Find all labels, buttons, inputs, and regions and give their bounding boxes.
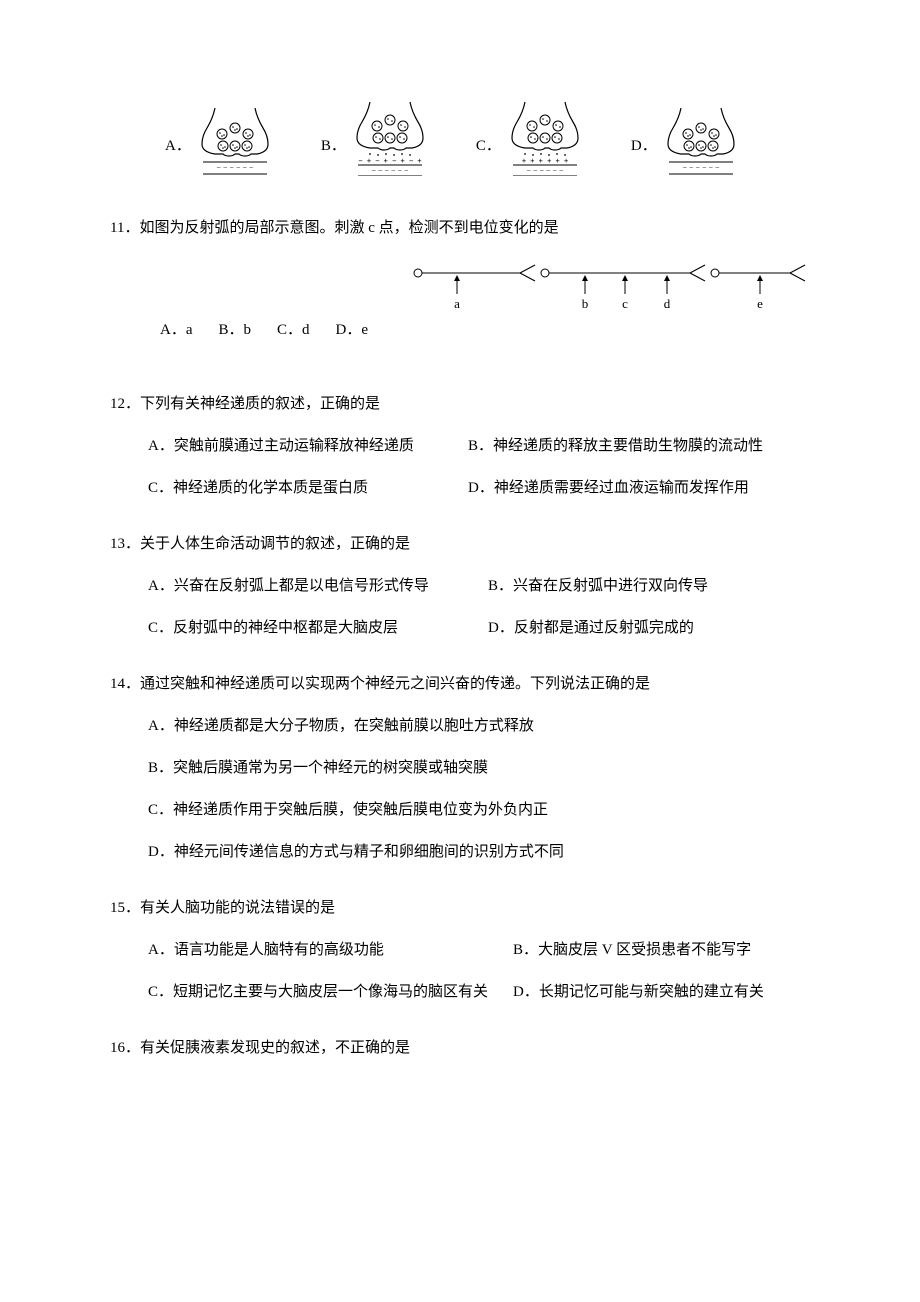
question-13: 13．关于人体生命活动调节的叙述，正确的是 A．兴奋在反射弧上都是以电信号形式传… bbox=[110, 532, 810, 640]
q14-opt-c: C．神经递质作用于突触后膜，使突触后膜电位变为外负内正 bbox=[148, 798, 810, 822]
synapse-diagram-d: − − − − − − + + + + + + bbox=[661, 106, 739, 176]
q10-label-d: D． bbox=[631, 134, 657, 176]
q15-opt-c: C．短期记忆主要与大脑皮层一个像海马的脑区有关 bbox=[148, 980, 513, 1004]
svg-text:+ + + + + +: + + + + + + bbox=[522, 157, 568, 165]
q13-opt-c: C．反射弧中的神经中枢都是大脑皮层 bbox=[148, 616, 488, 640]
synapse-diagram-b: − + − + − + − + − − − − − − bbox=[350, 100, 428, 176]
q11-stem: 11．如图为反射弧的局部示意图。刺激 c 点，检测不到电位变化的是 bbox=[110, 216, 810, 240]
q13-opt-b: B．兴奋在反射弧中进行双向传导 bbox=[488, 574, 810, 598]
q11-opt-c: C．d bbox=[277, 318, 310, 342]
q15-opt-a: A．语言功能是人脑特有的高级功能 bbox=[148, 938, 513, 962]
label-c: c bbox=[622, 296, 628, 311]
synapse-diagram-a: − − − − − − + + + + + + bbox=[195, 106, 273, 176]
reflex-arc-diagram: a b c d e bbox=[410, 258, 810, 318]
svg-text:+ + + + + +: + + + + + + bbox=[208, 175, 261, 176]
q16-stem: 16．有关促胰液素发现史的叙述，不正确的是 bbox=[110, 1036, 810, 1060]
q14-opt-a: A．神经递质都是大分子物质，在突触前膜以胞吐方式释放 bbox=[148, 714, 810, 738]
q10-option-c: C． + + + + + + − − − − − − bbox=[476, 100, 583, 176]
label-b: b bbox=[582, 296, 589, 311]
q13-stem: 13．关于人体生命活动调节的叙述，正确的是 bbox=[110, 532, 810, 556]
q12-opt-c: C．神经递质的化学本质是蛋白质 bbox=[148, 476, 468, 500]
q12-opt-a: A．突触前膜通过主动运输释放神经递质 bbox=[148, 434, 468, 458]
q15-opt-b: B．大脑皮层 V 区受损患者不能写字 bbox=[513, 938, 810, 962]
q14-opt-b: B．突触后膜通常为另一个神经元的树突膜或轴突膜 bbox=[148, 756, 810, 780]
q10-label-a: A． bbox=[165, 134, 191, 176]
q10-option-d: D． − − − − − − + + + + + + bbox=[631, 106, 739, 176]
q13-opt-a: A．兴奋在反射弧上都是以电信号形式传导 bbox=[148, 574, 488, 598]
q10-label-b: B． bbox=[321, 134, 346, 176]
q11-choices: A．a B．b C．d D．e bbox=[110, 258, 368, 342]
q11-opt-a: A．a bbox=[160, 318, 193, 342]
question-12: 12．下列有关神经递质的叙述，正确的是 A．突触前膜通过主动运输释放神经递质 B… bbox=[110, 392, 810, 500]
svg-text:− − − − − −: − − − − − − bbox=[526, 166, 564, 175]
question-16: 16．有关促胰液素发现史的叙述，不正确的是 bbox=[110, 1036, 810, 1060]
svg-text:+ + + + + +: + + + + + + bbox=[674, 175, 727, 176]
q14-opt-d: D．神经元间传递信息的方式与精子和卵细胞间的识别方式不同 bbox=[148, 840, 810, 864]
q12-opt-d: D．神经递质需要经过血液运输而发挥作用 bbox=[468, 476, 810, 500]
q10-option-a: A． − − − − − − + + + + + + bbox=[165, 106, 273, 176]
q10-options-row: A． − − − − − − + + + + + + B． − + − + bbox=[110, 100, 810, 176]
label-e: e bbox=[757, 296, 763, 311]
q11-opt-d: D．e bbox=[336, 318, 369, 342]
svg-text:− − − − − −: − − − − − − bbox=[216, 163, 254, 172]
q15-stem: 15．有关人脑功能的说法错误的是 bbox=[110, 896, 810, 920]
label-d: d bbox=[664, 296, 671, 311]
q12-stem: 12．下列有关神经递质的叙述，正确的是 bbox=[110, 392, 810, 416]
svg-text:− − − − − −: − − − − − − bbox=[371, 166, 409, 175]
q11-opt-b: B．b bbox=[219, 318, 252, 342]
q10-label-c: C． bbox=[476, 134, 501, 176]
svg-text:− + − + − + − +: − + − + − + − + bbox=[358, 157, 421, 165]
label-a: a bbox=[454, 296, 460, 311]
question-15: 15．有关人脑功能的说法错误的是 A．语言功能是人脑特有的高级功能 B．大脑皮层… bbox=[110, 896, 810, 1004]
q12-opt-b: B．神经递质的释放主要借助生物膜的流动性 bbox=[468, 434, 810, 458]
q14-stem: 14．通过突触和神经递质可以实现两个神经元之间兴奋的传递。下列说法正确的是 bbox=[110, 672, 810, 696]
question-14: 14．通过突触和神经递质可以实现两个神经元之间兴奋的传递。下列说法正确的是 A．… bbox=[110, 672, 810, 864]
question-11: 11．如图为反射弧的局部示意图。刺激 c 点，检测不到电位变化的是 A．a B．… bbox=[110, 216, 810, 342]
q15-opt-d: D．长期记忆可能与新突触的建立有关 bbox=[513, 980, 810, 1004]
q13-opt-d: D．反射都是通过反射弧完成的 bbox=[488, 616, 810, 640]
q10-option-b: B． − + − + − + − + − − − − − − bbox=[321, 100, 428, 176]
synapse-diagram-c: + + + + + + − − − − − − bbox=[505, 100, 583, 176]
svg-text:− − − − − −: − − − − − − bbox=[682, 163, 720, 172]
